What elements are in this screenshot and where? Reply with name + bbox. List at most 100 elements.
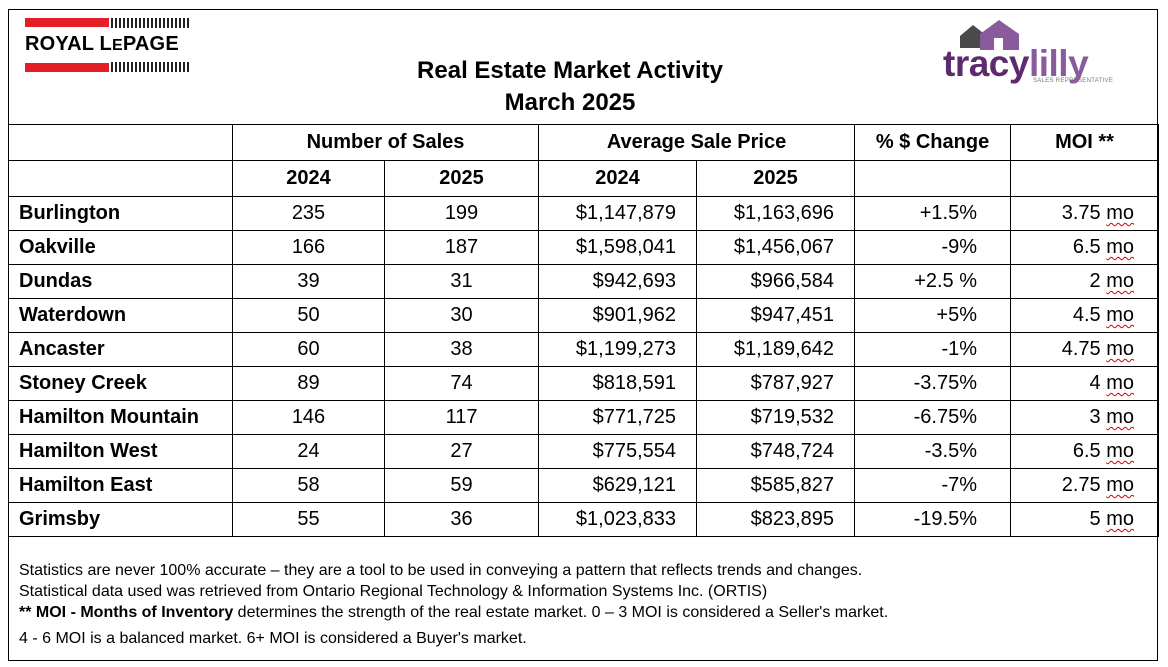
moi-cell: 4.5 mo [1010,298,1160,333]
moi-cell: 3.75 mo [1010,196,1160,231]
price-2024-cell: $1,147,879 [538,196,698,231]
price-2024-cell: $775,554 [538,434,698,469]
note-moi-definition: ** MOI - Months of Inventory determines … [19,602,1139,623]
sales-2024-cell: 39 [232,264,385,299]
note-accuracy: Statistics are never 100% accurate – the… [19,562,863,579]
year-sales-2025: 2025 [383,160,540,197]
table-row: Stoney Creek 89 74 $818,591 $787,927 -3.75% 4 … [8,366,1160,401]
change-cell: -7% [854,468,1012,503]
sales-2025-cell: 187 [383,230,540,265]
sales-2025-cell: 36 [383,502,540,537]
tracy-lilly-logo: tracylilly SALES REPRESENTATIVE [935,18,1135,98]
moi-value: 3.75 [1061,202,1101,224]
sales-2025-cell: 59 [383,468,540,503]
sales-2024-cell: 146 [232,400,385,435]
sales-2024-cell: 24 [232,434,385,469]
sales-2025-cell: 38 [383,332,540,367]
area-cell: Burlington [8,196,233,231]
table-row: Dundas 39 31 $942,693 $966,584 +2.5 % 2 mo [8,264,1160,299]
year-price-2025: 2025 [696,160,856,197]
price-2024-cell: $771,725 [538,400,698,435]
moi-cell: 4 mo [1010,366,1160,401]
note-moi-text: determines the strength of the real esta… [233,604,889,621]
moi-unit: mo [1106,508,1135,530]
area-cell: Stoney Creek [8,366,233,401]
moi-unit: mo [1106,338,1135,360]
change-cell: -3.75% [854,366,1012,401]
price-2024-cell: $818,591 [538,366,698,401]
price-2025-cell: $947,451 [696,298,856,333]
moi-cell: 6.5 mo [1010,434,1160,469]
moi-value: 6.5 [1072,440,1101,462]
price-2024-cell: $1,023,833 [538,502,698,537]
price-2025-cell: $719,532 [696,400,856,435]
moi-unit: mo [1106,270,1135,292]
royal-lepage-logo: ROYAL LEPAGE [25,18,193,74]
market-table: Number of Sales Average Sale Price % $ C… [8,124,1160,537]
sales-2025-cell: 30 [383,298,540,333]
footnotes: Statistics are never 100% accurate – the… [19,560,1139,649]
price-2025-cell: $1,163,696 [696,196,856,231]
sales-2025-cell: 27 [383,434,540,469]
header-row: Number of Sales Average Sale Price % $ C… [8,124,1160,161]
sales-2024-cell: 89 [232,366,385,401]
sales-2025-cell: 199 [383,196,540,231]
moi-value: 4.75 [1061,338,1101,360]
table-row: Ancaster 60 38 $1,199,273 $1,189,642 -1% 4.75 … [8,332,1160,367]
sales-2025-cell: 74 [383,366,540,401]
moi-cell: 2.75 mo [1010,468,1160,503]
logo-red-bar-top [25,18,109,27]
sales-2025-cell: 117 [383,400,540,435]
price-2024-cell: $942,693 [538,264,698,299]
area-cell: Grimsby [8,502,233,537]
sales-2024-cell: 235 [232,196,385,231]
area-cell: Hamilton West [8,434,233,469]
logo-subtext: SALES REPRESENTATIVE [1033,78,1114,84]
price-2025-cell: $1,456,067 [696,230,856,265]
moi-cell: 5 mo [1010,502,1160,537]
table-row: Hamilton Mountain 146 117 $771,725 $719,532-… [8,400,1160,435]
moi-cell: 2 mo [1010,264,1160,299]
sales-2024-cell: 166 [232,230,385,265]
sales-2024-cell: 60 [232,332,385,367]
year-moi-blank [1010,160,1160,197]
table-row: Hamilton West 24 27 $775,554 $748,724 -3.5% 6.… [8,434,1160,469]
year-change-blank [854,160,1012,197]
price-2025-cell: $823,895 [696,502,856,537]
header-price: Average Sale Price [538,124,856,161]
year-sales-2024: 2024 [232,160,385,197]
area-cell: Dundas [8,264,233,299]
table-row: Burlington 235 199 $1,147,879 $1,163,696 +1.5… [8,196,1160,231]
price-2025-cell: $585,827 [696,468,856,503]
note-moi-label: ** MOI - Months of Inventory [19,604,234,621]
moi-unit: mo [1106,202,1135,224]
change-cell: +1.5% [854,196,1012,231]
change-cell: -3.5% [854,434,1012,469]
sales-2024-cell: 55 [232,502,385,537]
change-cell: +5% [854,298,1012,333]
note-balanced: 4 - 6 MOI is a balanced market. 6+ MOI i… [19,630,527,647]
year-row: 2024 2025 2024 2025 [8,160,1160,197]
logo-ticks-bottom [111,62,191,72]
moi-value: 3 [1089,406,1101,428]
area-cell: Hamilton East [8,468,233,503]
page-subtitle: March 2025 [504,89,636,116]
price-2025-cell: $1,189,642 [696,332,856,367]
moi-value: 4.5 [1072,304,1101,326]
logo-red-bar-bottom [25,63,109,72]
moi-value: 2 [1089,270,1101,292]
moi-unit: mo [1106,406,1135,428]
change-cell: +2.5 % [854,264,1012,299]
moi-unit: mo [1106,304,1135,326]
price-2025-cell: $748,724 [696,434,856,469]
header-change: % $ Change [854,124,1012,161]
area-cell: Ancaster [8,332,233,367]
change-cell: -9% [854,230,1012,265]
header-sales: Number of Sales [231,124,540,161]
moi-value: 5 [1089,508,1101,530]
year-blank [8,160,233,197]
change-cell: -6.75% [854,400,1012,435]
price-2025-cell: $966,584 [696,264,856,299]
moi-cell: 4.75 mo [1010,332,1160,367]
moi-cell: 3 mo [1010,400,1160,435]
